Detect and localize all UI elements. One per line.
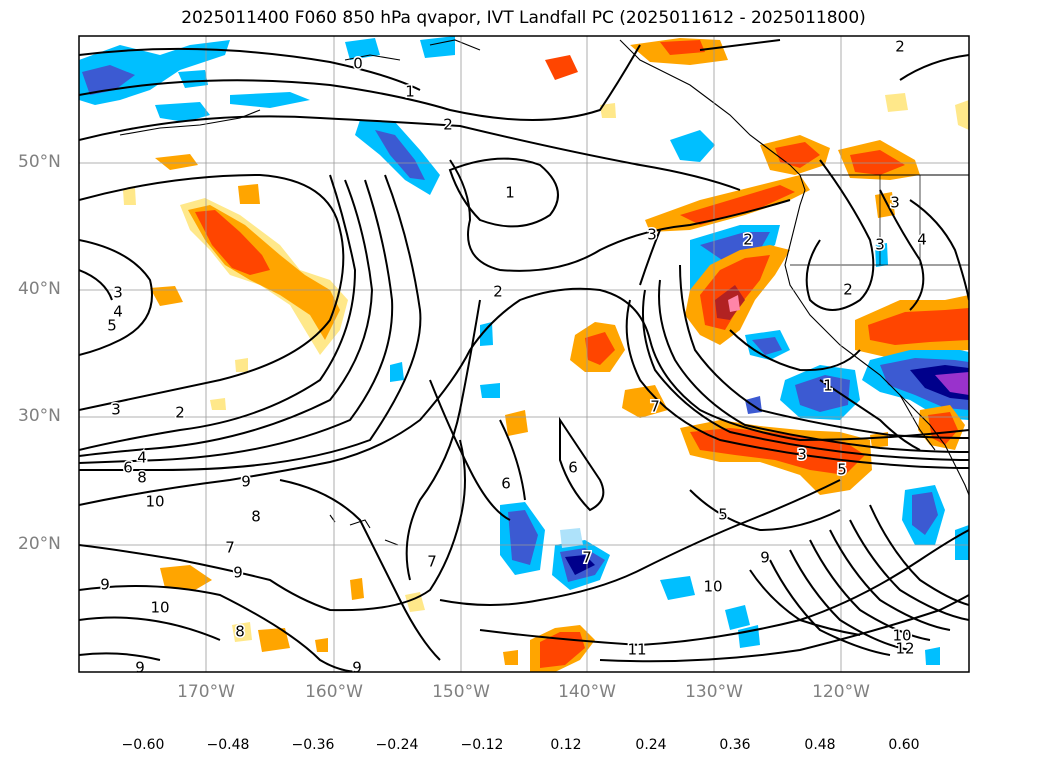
- lon-label: 120°W: [812, 682, 870, 702]
- contour-label: 2: [843, 281, 853, 299]
- colorbar-tick-label: −0.60: [121, 737, 165, 753]
- contour-label: 2: [443, 116, 453, 134]
- contour-label: 9: [233, 564, 243, 582]
- contour-label: 8: [137, 469, 147, 487]
- colorbar-tick-label: −0.24: [375, 737, 419, 753]
- colorbar-tick-label: 0.48: [804, 737, 836, 753]
- contour-label: 10: [703, 578, 722, 596]
- lon-label: 150°W: [432, 682, 490, 702]
- coastline: [119, 39, 969, 546]
- lon-label: 160°W: [305, 682, 363, 702]
- contour-label: 8: [251, 508, 261, 526]
- colorbar-tick-label: −0.12: [460, 737, 504, 753]
- contour-label: 1: [405, 83, 415, 101]
- gridlines: [79, 36, 969, 672]
- contour-label: 7: [650, 398, 660, 416]
- map-figure: 0 1 2 2 1 2 3 2 3 4 5 3 2 6 4 8 10 9 8 7…: [78, 35, 970, 677]
- contour-label: 9: [352, 659, 362, 677]
- contour-label: 5: [837, 461, 847, 479]
- contour-label: 2: [175, 404, 185, 422]
- contour-label: 10: [145, 493, 164, 511]
- contour-label: 3: [890, 194, 900, 212]
- contour-label-layer: 0 1 2 2 1 2 3 2 3 4 5 3 2 6 4 8 10 9 8 7…: [99, 36, 929, 677]
- contour-label: 5: [107, 317, 117, 335]
- contour-label: 3: [875, 236, 885, 254]
- colorbar-tick-label: 0.24: [635, 737, 667, 753]
- map-title: 2025011400 F060 850 hPa qvapor, IVT Land…: [181, 8, 866, 28]
- ivt-contours: [79, 39, 969, 672]
- contour-label: 11: [627, 641, 646, 659]
- contour-label: 0: [353, 55, 363, 73]
- lon-label: 140°W: [558, 682, 616, 702]
- colorbar-tick-label: 0.36: [719, 737, 751, 753]
- lat-label: 40°N: [18, 279, 61, 299]
- contour-label: 4: [137, 449, 147, 467]
- contour-label: 10: [150, 599, 169, 617]
- map-frame: [78, 35, 970, 673]
- contour-label: 9: [100, 576, 110, 594]
- lat-label: 50°N: [18, 152, 61, 172]
- contour-label: 9: [241, 473, 251, 491]
- contour-label: 7: [427, 553, 437, 571]
- lon-label: 130°W: [685, 682, 743, 702]
- contour-label: 2: [743, 231, 753, 249]
- contour-label: 3: [113, 284, 123, 302]
- contour-label: 7: [225, 539, 235, 557]
- contour-label: 9: [760, 549, 770, 567]
- contour-label: 4: [113, 303, 123, 321]
- colorbar-tick-label: 0.60: [888, 737, 920, 753]
- lat-label: 20°N: [18, 534, 61, 554]
- contour-label: 1: [505, 184, 515, 202]
- contour-label: 12: [895, 640, 914, 658]
- contour-label: 2: [895, 38, 905, 56]
- contour-label: 3: [647, 226, 657, 244]
- contour-label: 9: [135, 659, 145, 677]
- contour-label: 8: [235, 623, 245, 641]
- contour-label: 6: [568, 459, 578, 477]
- contour-label: 7: [582, 549, 592, 567]
- contour-label: 1: [823, 377, 833, 395]
- contour-label: 4: [917, 231, 927, 249]
- colorbar-tick-label: −0.36: [291, 737, 335, 753]
- contour-label: 3: [797, 446, 807, 464]
- contour-label: 6: [501, 475, 511, 493]
- contour-label: 6: [123, 459, 133, 477]
- shaded-field: [79, 36, 969, 672]
- contour-label: 5: [718, 506, 728, 524]
- colorbar-tick-label: −0.48: [206, 737, 250, 753]
- colorbar-tick-label: 0.12: [550, 737, 582, 753]
- lat-label: 30°N: [18, 406, 61, 426]
- lon-label: 170°W: [177, 682, 235, 702]
- contour-label: 10: [892, 627, 911, 645]
- contour-label: 2: [493, 283, 503, 301]
- contour-label: 3: [111, 401, 121, 419]
